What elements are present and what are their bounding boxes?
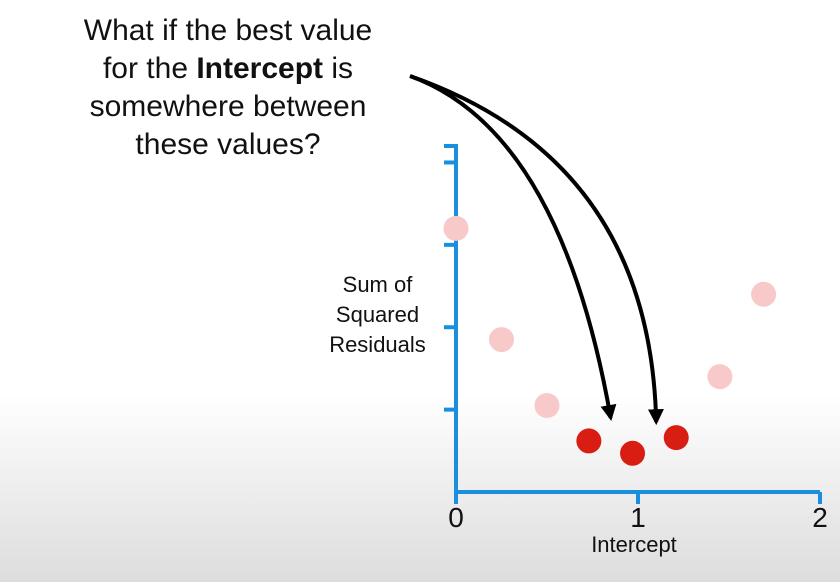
- highlighted-point-5: [620, 440, 646, 466]
- faded-point-2: [489, 327, 514, 353]
- highlighted-point-4: [576, 428, 602, 454]
- annotation-intercept-bold: Intercept: [196, 52, 324, 85]
- annotation-line-2-post: is: [323, 52, 354, 85]
- annotation-line-2: for the Intercept is: [48, 50, 408, 88]
- faded-point-1: [443, 215, 469, 241]
- annotation-line-2-pre: for the: [102, 52, 197, 85]
- faded-point-3: [534, 393, 560, 418]
- y-axis-label-line-3: Residuals: [329, 332, 426, 357]
- faded-point-8: [751, 281, 777, 307]
- data-points: [443, 215, 777, 466]
- annotation-line-3: somewhere between: [89, 90, 367, 123]
- annotation-arrow-1: [409, 74, 617, 422]
- annotation-arrows: [409, 74, 664, 426]
- annotation-arrow-2: [409, 74, 664, 426]
- annotation-line-4: these values?: [135, 128, 321, 161]
- x-axis-label: Intercept: [591, 532, 677, 557]
- y-axis-label-line-2: Squared: [335, 302, 420, 327]
- y-axis-label: Sum of Squared Residuals: [300, 270, 455, 360]
- annotation-question: What if the best value for the Intercept…: [48, 12, 408, 164]
- y-axis-label-line-1: Sum of: [342, 272, 413, 297]
- x-tick-label-1: 1: [630, 502, 646, 533]
- x-tick-label-2: 2: [812, 502, 828, 533]
- highlighted-point-6: [663, 425, 689, 451]
- faded-point-7: [707, 364, 733, 390]
- annotation-line-1: What if the best value: [83, 14, 373, 47]
- axes: [444, 144, 822, 504]
- x-tick-label-0: 0: [448, 502, 464, 533]
